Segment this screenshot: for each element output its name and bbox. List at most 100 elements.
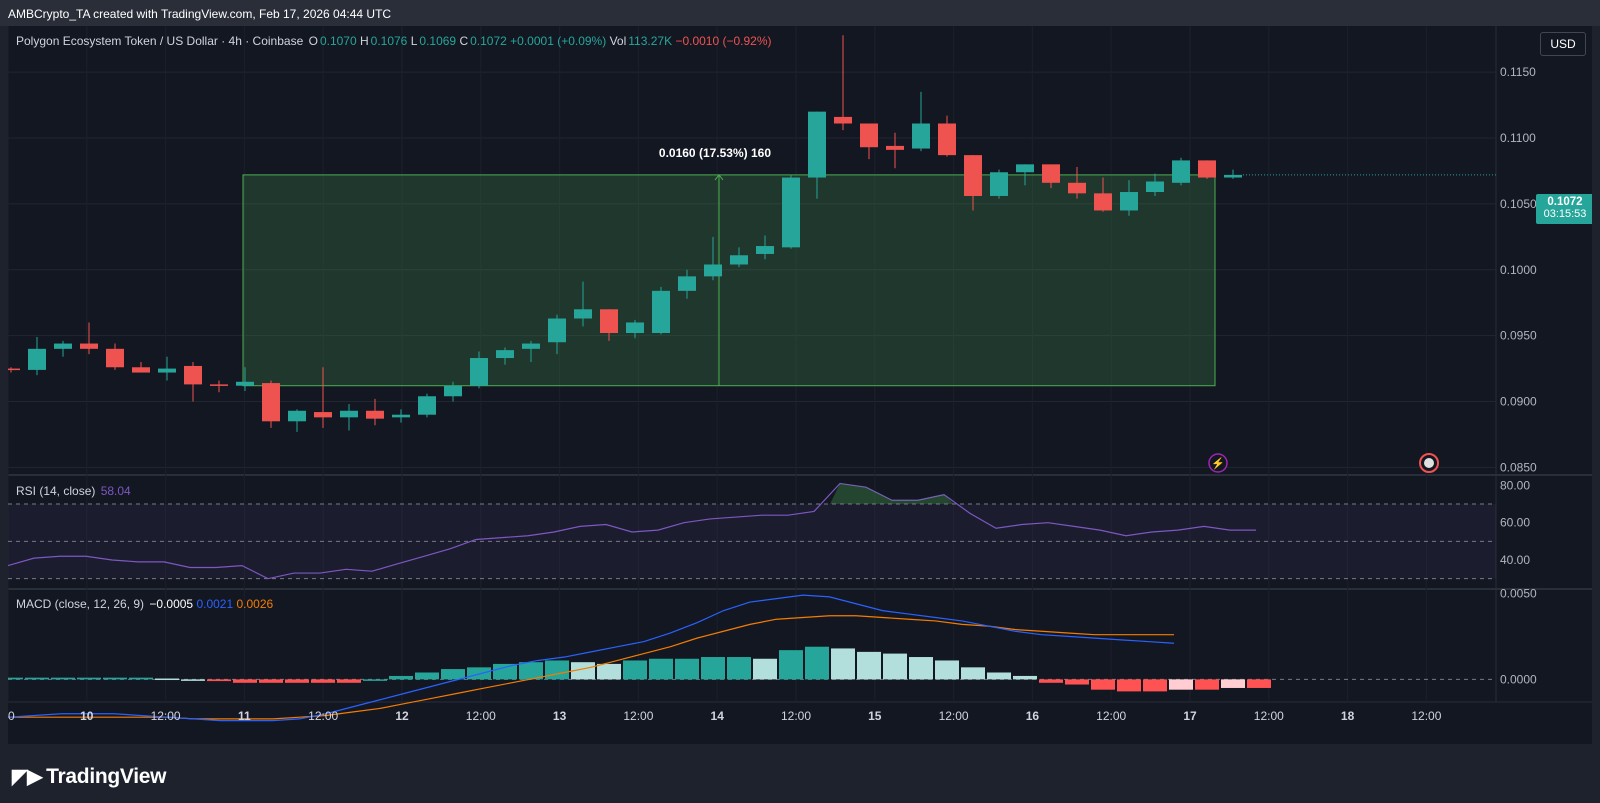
macd-histogram-bar bbox=[51, 677, 75, 680]
candle-body bbox=[158, 368, 176, 373]
logo-text: TradingView bbox=[46, 765, 167, 788]
macd-histogram-bar bbox=[1143, 679, 1167, 692]
candle-body bbox=[1042, 164, 1060, 183]
macd-line-value: 0.0021 bbox=[196, 597, 234, 611]
macd-histogram-bar bbox=[987, 672, 1011, 680]
rsi-value: 58.04 bbox=[100, 484, 131, 498]
time-axis[interactable]: 00 10 12:00 11 12:00 12 12:00 13 12:00 14 12:00 15 1… bbox=[8, 709, 1442, 723]
macd-histogram-bar bbox=[753, 658, 777, 680]
candle-body bbox=[938, 123, 956, 156]
macd-histogram-bar bbox=[831, 648, 855, 680]
candle-body bbox=[106, 348, 124, 368]
chart-svg[interactable]: 0.0160 (17.53%) 160 0.11500.11000.10500.… bbox=[8, 26, 1592, 744]
price-tick-label: 0.1150 bbox=[1500, 65, 1536, 79]
symbol-title[interactable]: Polygon Ecosystem Token / US Dollar · 4h… bbox=[16, 34, 304, 48]
rsi-pane: 80.00 60.00 40.00 bbox=[8, 478, 1530, 580]
chart-area[interactable]: 0.0160 (17.53%) 160 0.1150 0.1100 0.1050 0.… bbox=[8, 26, 1592, 744]
time-tick-label: 12:00 bbox=[781, 709, 811, 723]
volume-label: Vol bbox=[609, 34, 627, 48]
rsi-tick-label: 40.00 bbox=[1500, 553, 1530, 567]
macd-histogram-bar bbox=[207, 679, 231, 682]
price-tick-label: 0.0850 bbox=[1500, 460, 1537, 474]
candle-body bbox=[1198, 160, 1216, 178]
currency-button[interactable]: USD bbox=[1540, 32, 1586, 56]
candle-body bbox=[782, 177, 800, 248]
macd-histogram-bar bbox=[571, 662, 595, 680]
macd-histogram-bar bbox=[129, 677, 153, 680]
high-label: H bbox=[359, 34, 369, 48]
time-tick-label: 14 bbox=[711, 709, 725, 723]
time-tick-label: 12:00 bbox=[1411, 709, 1441, 723]
macd-histogram-bar bbox=[1195, 679, 1219, 690]
time-tick-label: 13 bbox=[553, 709, 567, 723]
macd-pane: 0.0050 0.0000 bbox=[8, 586, 1537, 722]
macd-hist-value: −0.0005 bbox=[149, 597, 194, 611]
us-flag-icon bbox=[1424, 458, 1434, 468]
candle-body bbox=[756, 246, 774, 254]
candle-body bbox=[1172, 160, 1190, 183]
macd-histogram-bar bbox=[727, 657, 751, 680]
macd-histogram-bar bbox=[77, 677, 101, 680]
macd-histogram-bar bbox=[1221, 679, 1245, 688]
candle-body bbox=[964, 155, 982, 196]
candle-body bbox=[1068, 182, 1086, 194]
candle-body bbox=[496, 350, 514, 359]
candle-body bbox=[444, 385, 462, 397]
candle-body bbox=[262, 383, 280, 422]
tradingview-logo[interactable]: ◤▶ TradingView bbox=[12, 764, 166, 789]
measure-range-box[interactable] bbox=[242, 174, 1216, 387]
macd-histogram-bar bbox=[25, 677, 49, 680]
macd-histogram-bar bbox=[259, 679, 283, 683]
measure-arrowhead bbox=[714, 174, 724, 181]
macd-histogram-bar bbox=[363, 679, 387, 681]
time-tick-label: 12:00 bbox=[939, 709, 969, 723]
candle-body bbox=[54, 343, 72, 349]
volume-change: −0.0010 (−0.92%) bbox=[675, 34, 772, 48]
macd-histogram-bar bbox=[181, 679, 205, 681]
high-value: 0.1076 bbox=[370, 34, 408, 48]
tradingview-logo-icon: ◤▶ bbox=[12, 766, 43, 788]
macd-histogram-bar bbox=[675, 658, 699, 680]
candle-body bbox=[1224, 174, 1242, 178]
candle-body bbox=[600, 309, 618, 334]
candle-body bbox=[1094, 193, 1112, 211]
macd-histogram-bar bbox=[285, 679, 309, 683]
macd-histogram-bar bbox=[103, 677, 127, 680]
grid bbox=[8, 26, 1592, 703]
macd-histogram-bar bbox=[1091, 679, 1115, 690]
macd-tick-label: 0.0050 bbox=[1500, 586, 1537, 600]
flash-event-icon[interactable] bbox=[1208, 453, 1228, 473]
macd-histogram-bar bbox=[779, 650, 803, 680]
time-tick-label: 12 bbox=[395, 709, 409, 723]
macd-histogram-bar bbox=[493, 663, 517, 680]
price-axis[interactable]: 0.1150 0.1100 0.1050 0.1000 0.0950 0.0900 0.08… bbox=[1500, 65, 1537, 474]
volume-value: 113.27K bbox=[628, 34, 673, 48]
candle-body bbox=[990, 172, 1008, 196]
time-tick-label: 12:00 bbox=[308, 709, 338, 723]
candle-body bbox=[184, 365, 202, 385]
candles bbox=[8, 35, 1242, 432]
macd-histogram-bar bbox=[233, 679, 257, 683]
macd-label[interactable]: MACD (close, 12, 26, 9) bbox=[16, 597, 145, 611]
macd-histogram-bar bbox=[1065, 679, 1089, 685]
macd-histogram-bar bbox=[1169, 679, 1193, 690]
rsi-label[interactable]: RSI (14, close) bbox=[16, 484, 96, 498]
last-price-value: 0.1072 bbox=[1547, 196, 1583, 208]
candle-body bbox=[210, 384, 228, 386]
candle-body bbox=[808, 111, 826, 178]
macd-histogram-bar bbox=[415, 672, 439, 680]
rsi-tick-label: 60.00 bbox=[1500, 516, 1530, 530]
credit-text: AMBCrypto_TA created with TradingView.co… bbox=[8, 7, 392, 21]
low-label: L bbox=[410, 34, 418, 48]
close-value: 0.1072 bbox=[470, 34, 507, 48]
macd-histogram-bar bbox=[701, 657, 725, 680]
candle-body bbox=[366, 410, 384, 419]
close-label: C bbox=[459, 34, 469, 48]
macd-histogram-bar bbox=[883, 653, 907, 680]
open-label: O bbox=[308, 34, 318, 48]
candle-body bbox=[1016, 164, 1034, 173]
time-tick-label: 17 bbox=[1183, 709, 1197, 723]
candle-body bbox=[548, 318, 566, 343]
candle-body bbox=[574, 309, 592, 319]
macd-histogram-bar bbox=[1117, 679, 1141, 692]
